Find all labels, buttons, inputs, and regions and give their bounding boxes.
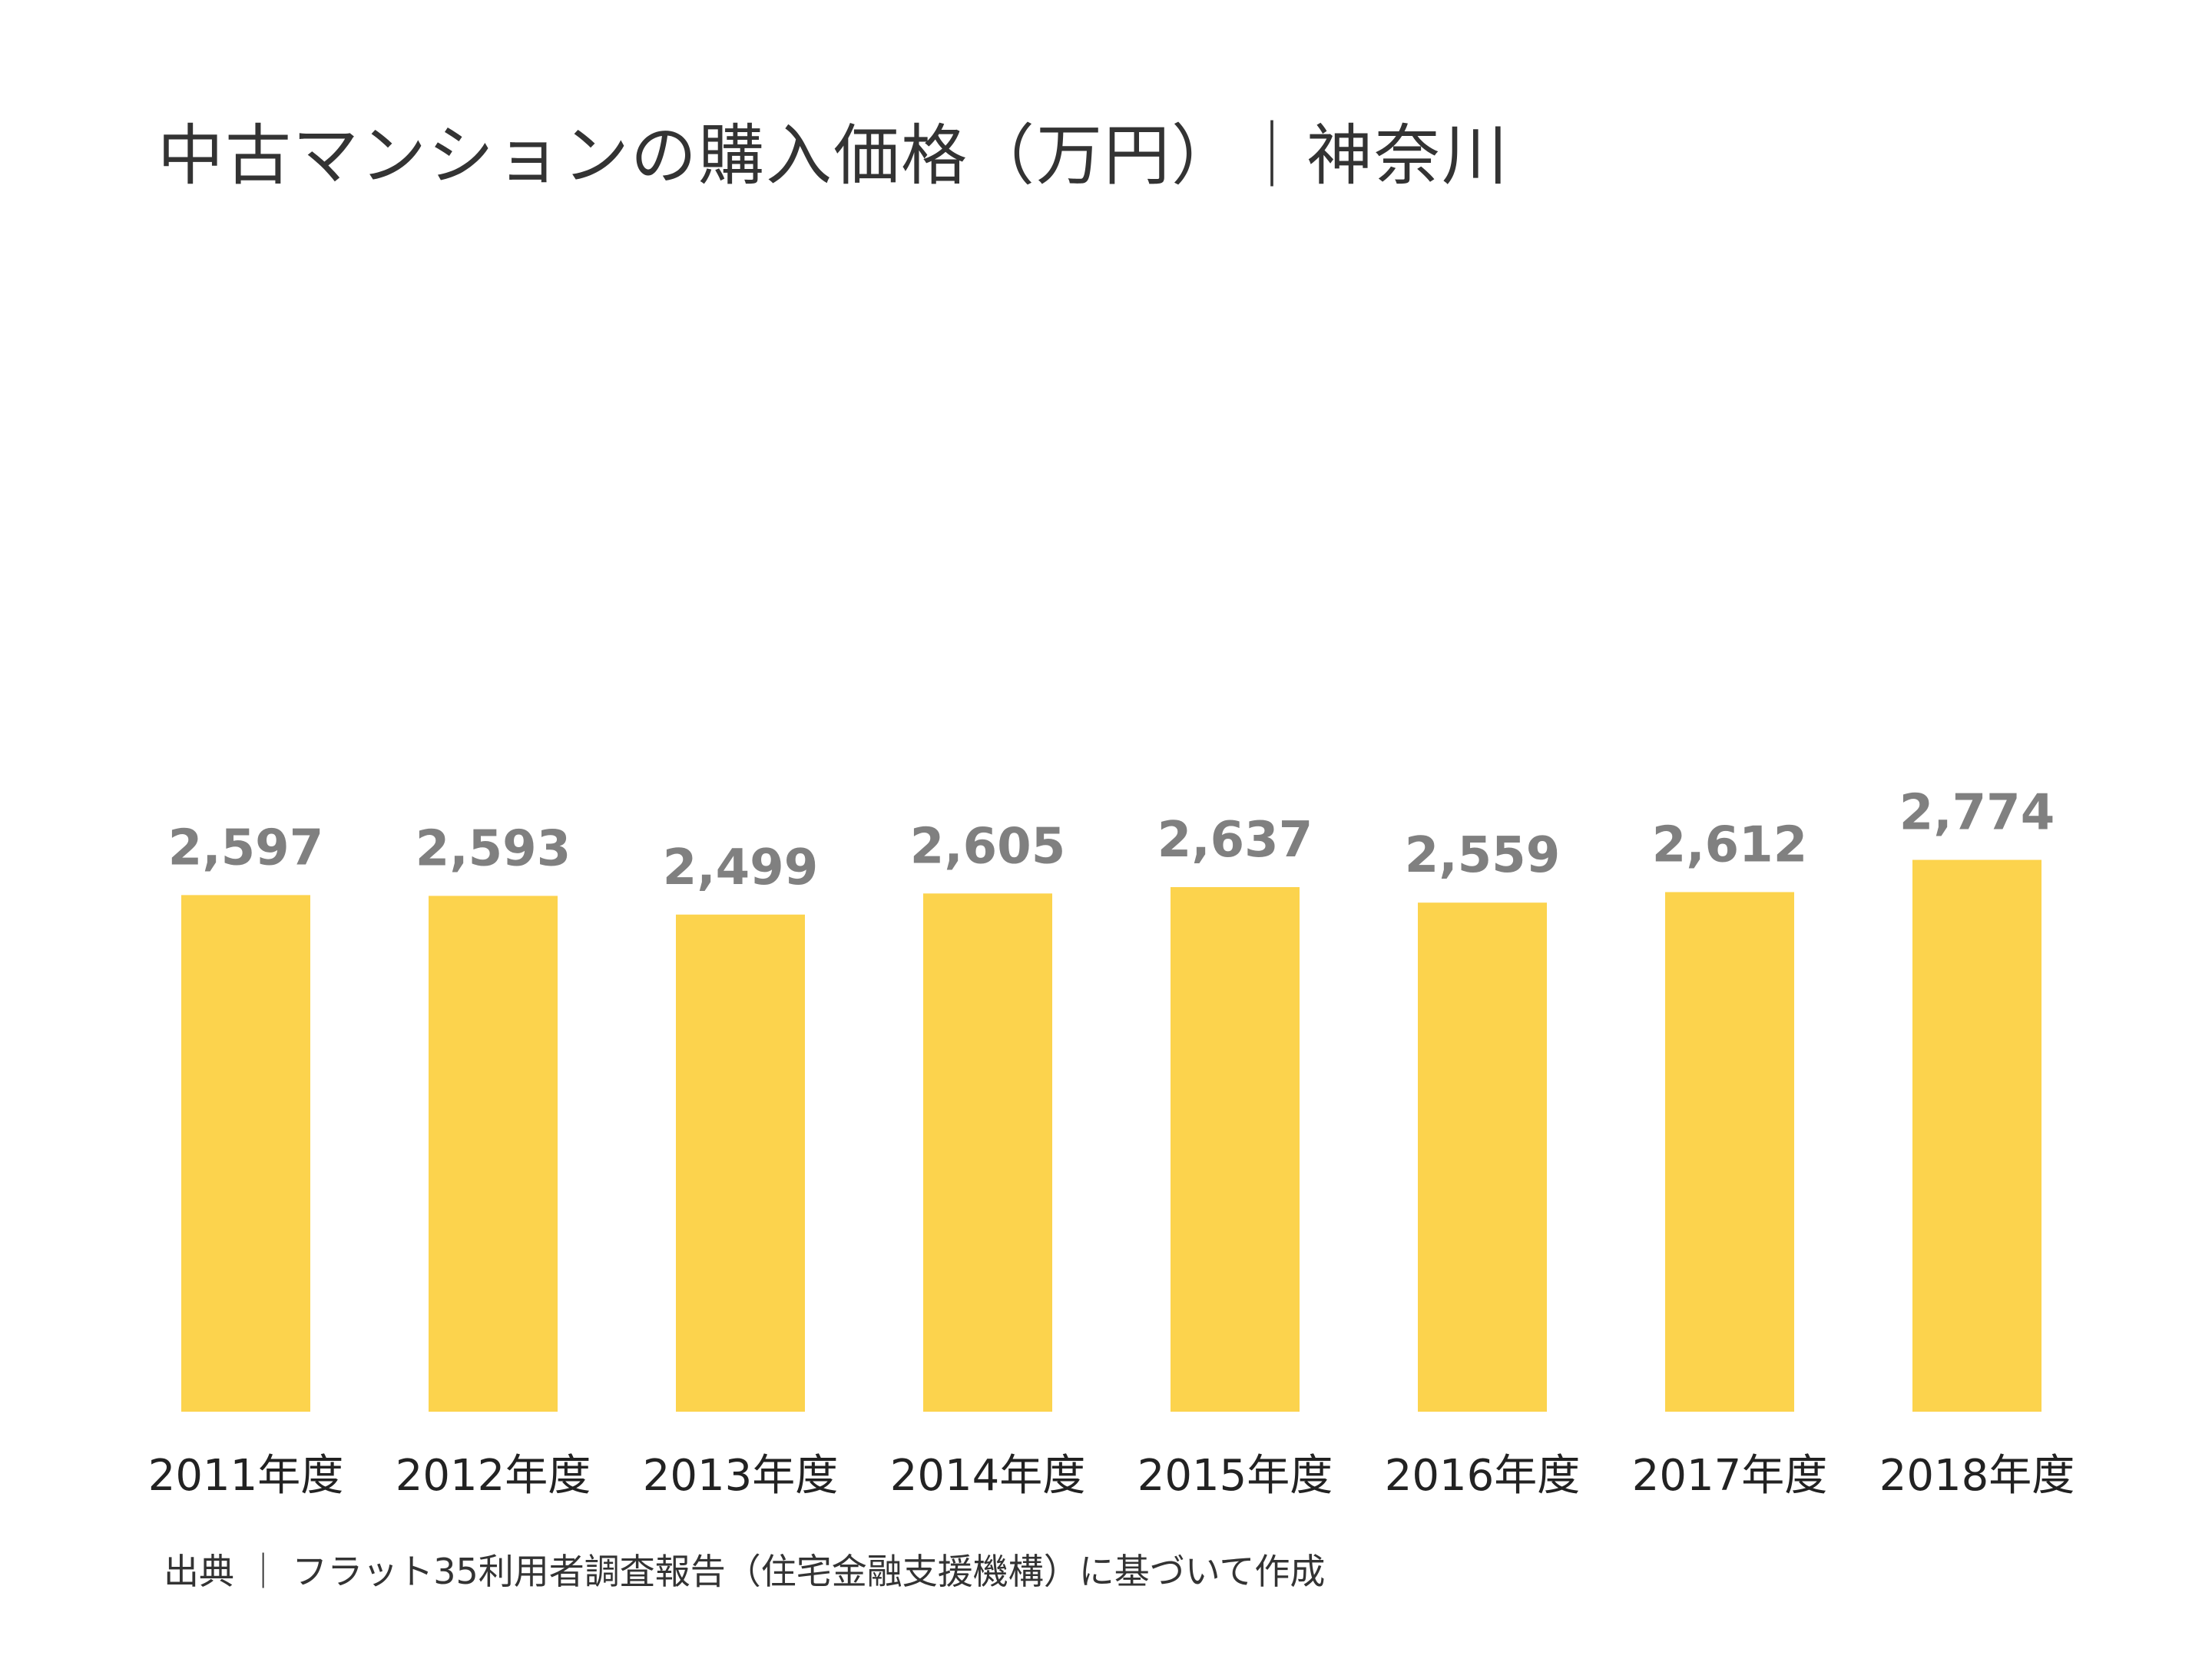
- category-label: 2013年度: [643, 1451, 839, 1501]
- value-label: 2,637: [1157, 812, 1313, 869]
- value-label: 2,774: [1899, 785, 2055, 842]
- chart-title: 中古マンションの購入価格（万円）｜神奈川: [157, 118, 1509, 194]
- value-label: 2,499: [663, 839, 818, 896]
- bar-2015年度: [1171, 887, 1300, 1412]
- value-label: 2,612: [1652, 816, 1807, 873]
- bar-2017年度: [1665, 892, 1794, 1412]
- bar-2014年度: [923, 893, 1052, 1412]
- value-labels-group: 2,597 2,593 2,499 2,605 2,637 2,559 2,612 2,774: [168, 785, 2055, 896]
- value-label: 2,605: [910, 818, 1065, 875]
- source-note: 出典 ｜ フラット35利用者調査報告（住宅金融支援機構）に基づいて作成: [164, 1551, 1326, 1592]
- category-label: 2015年度: [1137, 1451, 1333, 1501]
- category-label: 2017年度: [1632, 1451, 1828, 1501]
- bar-2012年度: [429, 896, 558, 1412]
- bar-2016年度: [1418, 902, 1547, 1412]
- value-label: 2,597: [168, 820, 323, 876]
- bar-2018年度: [1912, 859, 2041, 1412]
- value-label: 2,593: [416, 820, 571, 877]
- category-label: 2016年度: [1385, 1451, 1581, 1501]
- category-label: 2018年度: [1879, 1451, 2075, 1501]
- category-label: 2012年度: [396, 1451, 591, 1501]
- category-label: 2011年度: [148, 1451, 344, 1501]
- category-labels-group: 2011年度 2012年度 2013年度 2014年度 2015年度 2016年度 2017…: [148, 1451, 2075, 1501]
- bars-group: [181, 859, 2041, 1412]
- value-label: 2,559: [1405, 827, 1560, 884]
- bar-2013年度: [676, 914, 805, 1412]
- bar-2011年度: [181, 895, 310, 1412]
- category-label: 2014年度: [890, 1451, 1086, 1501]
